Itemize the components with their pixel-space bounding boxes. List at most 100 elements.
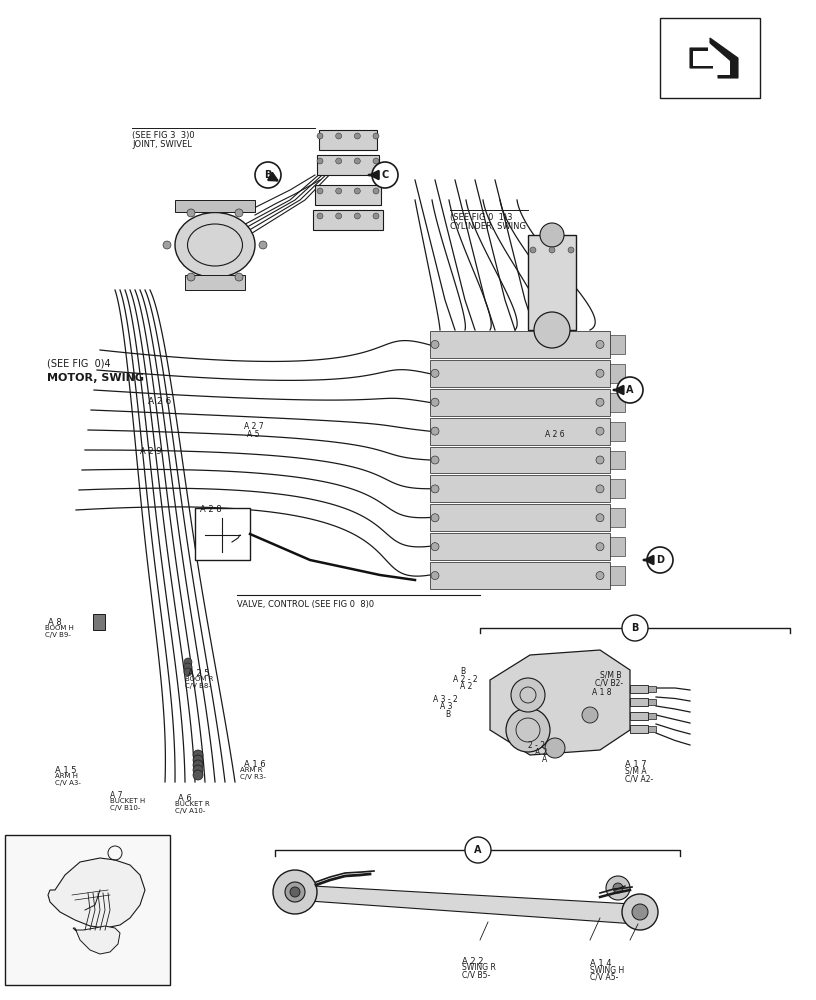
Text: A 1 6: A 1 6 bbox=[244, 760, 266, 769]
Bar bbox=[93, 614, 105, 630]
Circle shape bbox=[613, 883, 623, 893]
Polygon shape bbox=[295, 885, 650, 925]
Circle shape bbox=[431, 514, 439, 522]
Text: D: D bbox=[656, 555, 664, 565]
Bar bbox=[648, 726, 656, 732]
Bar bbox=[185, 275, 245, 290]
Text: C/V B5-: C/V B5- bbox=[462, 970, 490, 979]
Bar bbox=[430, 389, 610, 416]
Circle shape bbox=[622, 894, 658, 930]
Polygon shape bbox=[690, 38, 738, 78]
Text: A 7: A 7 bbox=[110, 791, 122, 800]
Circle shape bbox=[431, 369, 439, 377]
Text: ARM H: ARM H bbox=[55, 773, 78, 779]
Text: A 2 5: A 2 5 bbox=[188, 669, 210, 678]
Text: B: B bbox=[264, 170, 272, 180]
Circle shape bbox=[596, 398, 604, 406]
Text: C/V A5-: C/V A5- bbox=[590, 973, 619, 982]
Circle shape bbox=[534, 312, 570, 348]
Circle shape bbox=[335, 158, 342, 164]
Bar bbox=[610, 364, 625, 383]
Circle shape bbox=[373, 133, 379, 139]
Circle shape bbox=[568, 247, 574, 253]
Bar bbox=[319, 130, 377, 150]
Circle shape bbox=[431, 340, 439, 348]
Text: A 2 - 2: A 2 - 2 bbox=[453, 675, 477, 684]
Text: A 2: A 2 bbox=[535, 748, 548, 757]
Bar bbox=[528, 235, 576, 330]
Circle shape bbox=[465, 837, 491, 863]
Text: C/V B2-: C/V B2- bbox=[595, 679, 623, 688]
Text: B: B bbox=[460, 667, 465, 676]
Text: (SEE FIG  0)4: (SEE FIG 0)4 bbox=[47, 358, 111, 368]
Circle shape bbox=[259, 241, 267, 249]
Circle shape bbox=[317, 188, 323, 194]
Bar bbox=[5, 835, 170, 985]
Circle shape bbox=[184, 668, 192, 676]
Circle shape bbox=[373, 213, 379, 219]
Bar bbox=[648, 713, 656, 719]
Bar bbox=[313, 210, 383, 230]
Text: A 8: A 8 bbox=[48, 618, 62, 627]
Ellipse shape bbox=[175, 213, 255, 277]
Text: A: A bbox=[474, 845, 481, 855]
Text: A 6: A 6 bbox=[178, 794, 192, 803]
Circle shape bbox=[596, 485, 604, 493]
Bar bbox=[610, 335, 625, 354]
Circle shape bbox=[184, 663, 192, 671]
Circle shape bbox=[354, 158, 361, 164]
Text: A 2 2: A 2 2 bbox=[462, 957, 484, 966]
Bar bbox=[430, 331, 610, 358]
Polygon shape bbox=[693, 42, 730, 75]
Text: C: C bbox=[381, 170, 388, 180]
Text: ARM R: ARM R bbox=[240, 767, 263, 773]
Text: CYLINDER, SWING: CYLINDER, SWING bbox=[450, 222, 526, 231]
Text: JOINT, SWIVEL: JOINT, SWIVEL bbox=[132, 140, 192, 149]
Bar bbox=[430, 504, 610, 531]
Text: C/V B9-: C/V B9- bbox=[45, 632, 71, 638]
Circle shape bbox=[335, 188, 342, 194]
Bar bbox=[610, 566, 625, 585]
Circle shape bbox=[290, 887, 300, 897]
Circle shape bbox=[431, 456, 439, 464]
Bar bbox=[175, 200, 255, 212]
Polygon shape bbox=[295, 875, 305, 890]
Text: BOOM R: BOOM R bbox=[185, 676, 213, 682]
Circle shape bbox=[582, 707, 598, 723]
Text: A: A bbox=[542, 755, 548, 764]
Circle shape bbox=[335, 133, 342, 139]
Text: A 2 7: A 2 7 bbox=[244, 422, 264, 431]
Bar bbox=[610, 479, 625, 498]
Bar bbox=[430, 475, 610, 502]
Text: A 3 - 2: A 3 - 2 bbox=[433, 695, 458, 704]
Bar bbox=[610, 537, 625, 556]
Circle shape bbox=[354, 188, 361, 194]
Text: BUCKET R: BUCKET R bbox=[175, 801, 210, 807]
Circle shape bbox=[596, 572, 604, 580]
Text: B: B bbox=[632, 623, 639, 633]
Circle shape bbox=[540, 223, 564, 247]
Circle shape bbox=[273, 870, 317, 914]
Text: VALVE, CONTROL (SEE FIG 0  8)0: VALVE, CONTROL (SEE FIG 0 8)0 bbox=[237, 600, 374, 609]
Text: B: B bbox=[445, 710, 450, 719]
Text: SWING R: SWING R bbox=[462, 963, 496, 972]
Text: C/V B8-: C/V B8- bbox=[185, 683, 211, 689]
Polygon shape bbox=[73, 926, 120, 954]
Text: C/V A2-: C/V A2- bbox=[625, 775, 654, 784]
Circle shape bbox=[373, 188, 379, 194]
Circle shape bbox=[285, 882, 305, 902]
Circle shape bbox=[596, 543, 604, 551]
Bar bbox=[430, 533, 610, 560]
Bar bbox=[610, 508, 625, 527]
Circle shape bbox=[596, 340, 604, 348]
Bar bbox=[610, 451, 625, 469]
Circle shape bbox=[184, 658, 192, 666]
Bar bbox=[195, 508, 250, 560]
Text: A: A bbox=[626, 385, 634, 395]
Text: S/M B: S/M B bbox=[600, 671, 622, 680]
Bar bbox=[317, 155, 379, 175]
Text: SWING H: SWING H bbox=[590, 966, 624, 975]
Circle shape bbox=[193, 760, 203, 770]
Bar bbox=[315, 185, 381, 205]
Text: A 2 8: A 2 8 bbox=[200, 505, 222, 514]
